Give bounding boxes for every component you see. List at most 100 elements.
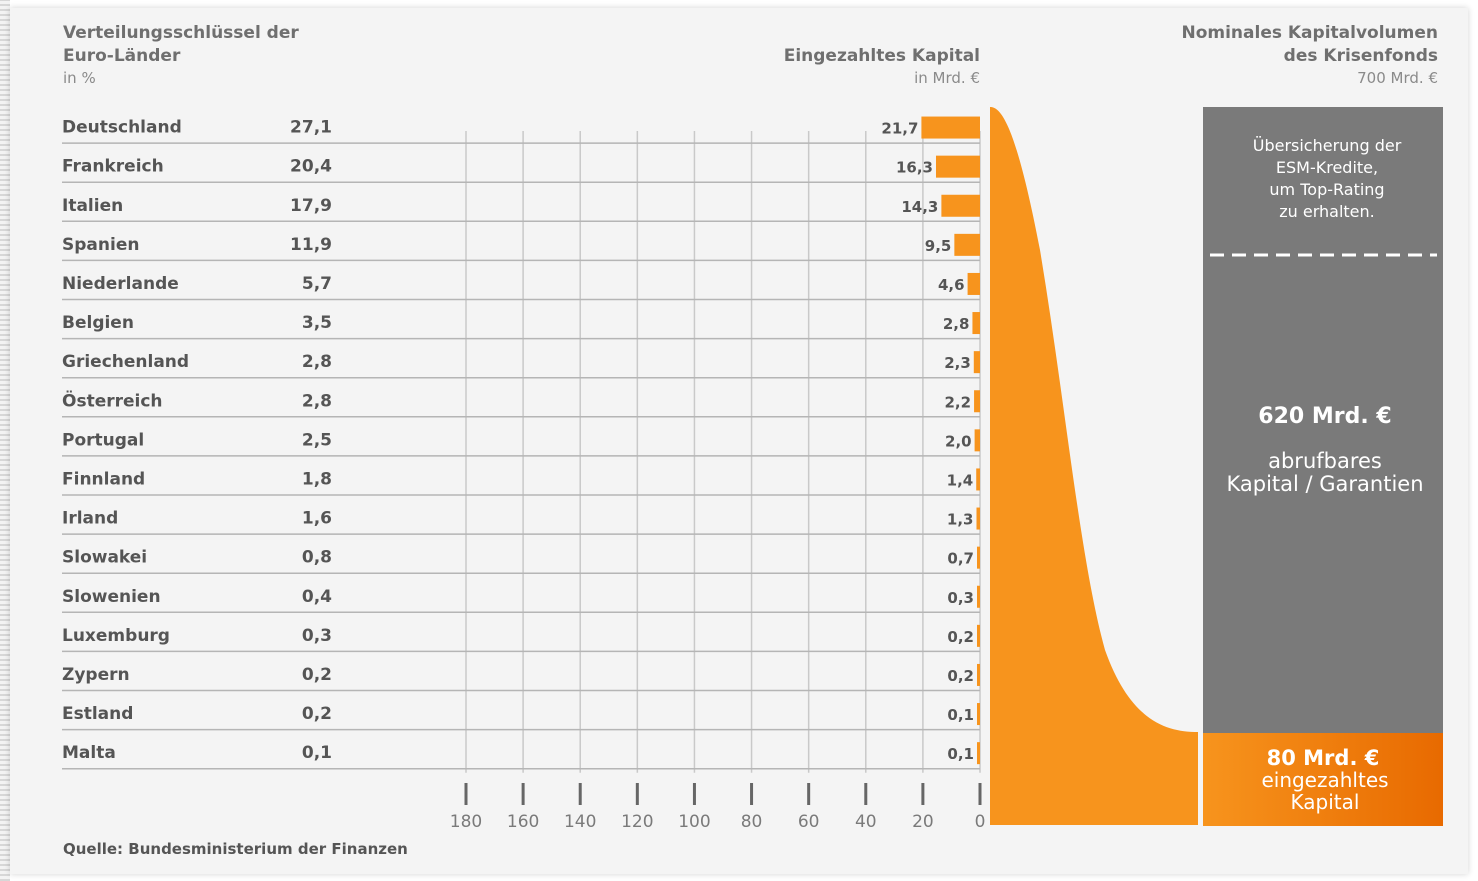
capital-bar [977, 703, 980, 726]
guarantee-amount: 620 Mrd. € [1258, 404, 1391, 429]
capital-value-label: 1,3 [947, 511, 974, 529]
capital-bars: 21,7 16,3 14,3 9,5 4,6 2,8 2,3 2,2 2,0 1,4 1,3 0,7 0… [881, 116, 980, 765]
share-label: 11,9 [290, 235, 332, 255]
capital-value-label: 0,1 [947, 745, 974, 763]
paid-label-2: Kapital [1291, 790, 1360, 814]
box-top-line-2: ESM-Kredite, [1276, 158, 1378, 177]
share-label: 0,2 [302, 665, 332, 685]
capital-bar [976, 468, 980, 491]
country-label: Belgien [62, 313, 134, 333]
capital-value-label: 1,4 [947, 471, 974, 489]
capital-value-label: 2,0 [945, 432, 972, 450]
capital-value-label: 0,1 [947, 706, 974, 724]
country-label: Luxemburg [62, 626, 170, 646]
country-label: Niederlande [62, 274, 179, 294]
share-label: 1,6 [302, 509, 332, 529]
country-label: Estland [62, 704, 133, 724]
capital-value-label: 2,8 [943, 315, 970, 333]
capital-value-label: 2,2 [944, 393, 971, 411]
capital-bar [977, 742, 980, 765]
country-label: Italien [62, 196, 123, 216]
country-label: Malta [62, 743, 116, 763]
share-label: 27,1 [290, 118, 332, 138]
country-label: Slowakei [62, 548, 147, 568]
x-tick-label: 0 [975, 812, 986, 832]
country-label: Irland [62, 509, 118, 529]
mid-title: Eingezahltes Kapital [784, 46, 980, 66]
capital-bar [974, 390, 980, 413]
share-label: 20,4 [290, 157, 332, 177]
x-tick-label: 60 [798, 812, 820, 832]
guarantee-label-1: abrufbares [1268, 449, 1382, 473]
x-tick-label: 120 [621, 812, 653, 832]
x-tick-label: 140 [564, 812, 596, 832]
grid-layer [465, 131, 981, 773]
share-label: 0,1 [302, 743, 332, 763]
guarantee-label-2: Kapital / Garantien [1226, 472, 1423, 496]
capital-value-label: 4,6 [938, 276, 965, 294]
share-label: 17,9 [290, 196, 332, 216]
left-title-line-2: Euro-Länder [63, 46, 181, 66]
capital-value-label: 9,5 [925, 237, 952, 255]
capital-value-label: 14,3 [901, 198, 938, 216]
capital-value-label: 0,2 [947, 667, 974, 685]
x-tick-label: 180 [450, 812, 482, 832]
country-label: Österreich [62, 389, 163, 411]
capital-bar [954, 233, 980, 256]
x-tick-label: 100 [678, 812, 710, 832]
country-label: Finnland [62, 469, 145, 489]
capital-bar [977, 624, 980, 647]
x-tick-label: 160 [507, 812, 539, 832]
share-label: 0,8 [302, 548, 332, 568]
capital-bar [972, 312, 980, 335]
share-label: 1,8 [302, 469, 332, 489]
x-tick-label: 40 [855, 812, 877, 832]
share-label: 2,8 [302, 352, 332, 372]
paid-label-1: eingezahltes [1261, 768, 1388, 792]
mid-unit: in Mrd. € [914, 69, 980, 87]
country-label: Deutschland [62, 118, 182, 138]
capital-bar [977, 585, 980, 608]
capital-bar [974, 429, 980, 452]
capital-value-label: 21,7 [881, 120, 918, 138]
country-label: Zypern [62, 665, 130, 685]
capital-bar [977, 546, 980, 569]
capital-value-label: 0,3 [947, 589, 974, 607]
guarantee-block [1203, 107, 1443, 733]
x-tick-label: 80 [741, 812, 763, 832]
country-rows: Deutschland 27,1 Frankreich 20,4 Italien 17,9… [62, 118, 980, 770]
left-unit: in % [63, 69, 96, 87]
country-label: Spanien [62, 235, 139, 255]
share-label: 2,5 [302, 430, 332, 450]
source-note: Quelle: Bundesministerium der Finanzen [63, 840, 408, 858]
share-label: 5,7 [302, 274, 332, 294]
left-title-line-1: Verteilungsschlüssel der [63, 23, 299, 43]
paid-amount: 80 Mrd. € [1267, 746, 1380, 770]
capital-value-label: 0,7 [947, 550, 974, 568]
capital-value-label: 0,2 [947, 628, 974, 646]
share-label: 0,2 [302, 704, 332, 724]
country-label: Griechenland [62, 352, 189, 372]
funnel-shape [990, 107, 1198, 825]
country-label: Slowenien [62, 587, 161, 607]
capital-bar [941, 194, 980, 217]
right-unit: 700 Mrd. € [1357, 69, 1438, 87]
left-edge-strip [0, 0, 10, 881]
x-tick-label: 20 [912, 812, 934, 832]
capital-value-label: 2,3 [944, 354, 971, 372]
capital-bar [973, 351, 980, 374]
share-label: 3,5 [302, 313, 332, 333]
capital-bar [921, 116, 980, 139]
capital-bar [976, 507, 980, 530]
share-label: 0,4 [302, 587, 332, 607]
country-label: Portugal [62, 430, 144, 450]
x-axis: 180 160 140 120 100 80 60 40 20 0 [450, 783, 986, 832]
capital-bar [935, 155, 980, 178]
fund-volume-box: Übersicherung der ESM-Kredite, um Top-Ra… [1203, 107, 1443, 826]
paid-capital-block [1203, 733, 1443, 826]
box-top-line-4: zu erhalten. [1279, 202, 1375, 221]
capital-bar [967, 272, 980, 295]
share-label: 0,3 [302, 626, 332, 646]
right-title-line-2: des Krisenfonds [1284, 46, 1438, 66]
